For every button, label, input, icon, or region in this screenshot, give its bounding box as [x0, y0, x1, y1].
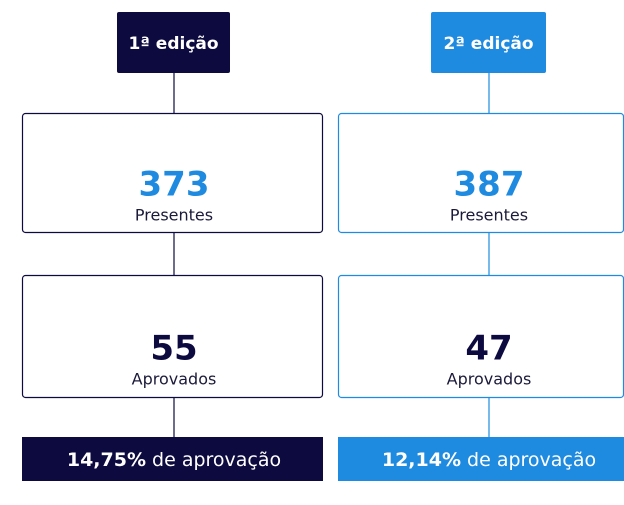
edition-title: 2ª edição — [443, 34, 533, 54]
edition-header — [431, 12, 546, 73]
edition-title: 1ª edição — [128, 34, 218, 54]
approved-box — [21, 274, 324, 399]
edition-header — [117, 12, 230, 73]
approved-label: Aprovados — [447, 370, 532, 389]
present-label: Presentes — [135, 206, 213, 225]
rate-box — [338, 437, 624, 481]
rate-label: de aprovação — [467, 449, 596, 471]
rate-box — [22, 437, 323, 481]
approved-value: 55 — [150, 329, 197, 369]
present-box — [21, 112, 324, 234]
present-value: 387 — [454, 165, 525, 205]
rate-value: 12,14% — [382, 449, 461, 471]
rate-label: de aprovação — [152, 449, 281, 471]
approved-label: Aprovados — [132, 370, 217, 389]
rate-text: 14,75% de aprovação — [67, 449, 281, 471]
rate-text: 12,14% de aprovação — [382, 449, 596, 471]
present-label: Presentes — [450, 206, 528, 225]
rate-value: 14,75% — [67, 449, 146, 471]
present-value: 373 — [139, 165, 210, 205]
approved-value: 47 — [465, 329, 512, 369]
